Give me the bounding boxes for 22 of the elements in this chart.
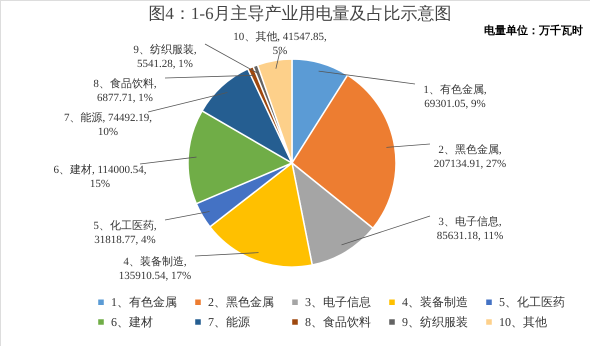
chart-title: 图4：1-6月主导产业用电量及占比示意图 [148,4,452,23]
legend-label: 2、黑色金属 [208,295,274,310]
data-label: 1、有色金属, 69301.05, 9% [423,84,487,110]
legend-label: 8、食品饮料 [305,315,371,329]
data-label: 7、能源, 74492.19, 10% [64,111,152,138]
data-label: 4、装备制造, 135910.54, 17% [118,255,192,282]
data-label: 6、建材, 114000.54, 15% [53,163,147,190]
data-label: 10、其他, 41547.85, 5% [233,30,327,57]
data-label: 3、电子信息, 85631.18, 11% [436,215,504,242]
legend-label: 7、能源 [208,315,250,329]
legend-label: 5、化工医药 [499,295,565,310]
data-label: 9、纺织服装, 5541.28, 1% [133,43,197,70]
text: 电量单位：万千瓦时 [484,24,583,37]
legend-label: 4、装备制造 [402,295,468,310]
data-label: 2、黑色金属, 207134.91, 27% [434,144,506,170]
legend-label: 9、纺织服装 [402,315,468,329]
legend-label: 3、电子信息 [305,295,371,310]
data-label: 5、化工医药, 31818.77, 4% [93,219,157,246]
legend-label: 10、其他 [499,315,547,329]
data-label: 8、食品饮料, 6877.71, 1% [93,77,157,104]
legend-label: 1、有色金属 [111,295,177,310]
legend-label: 6、建材 [111,315,153,329]
